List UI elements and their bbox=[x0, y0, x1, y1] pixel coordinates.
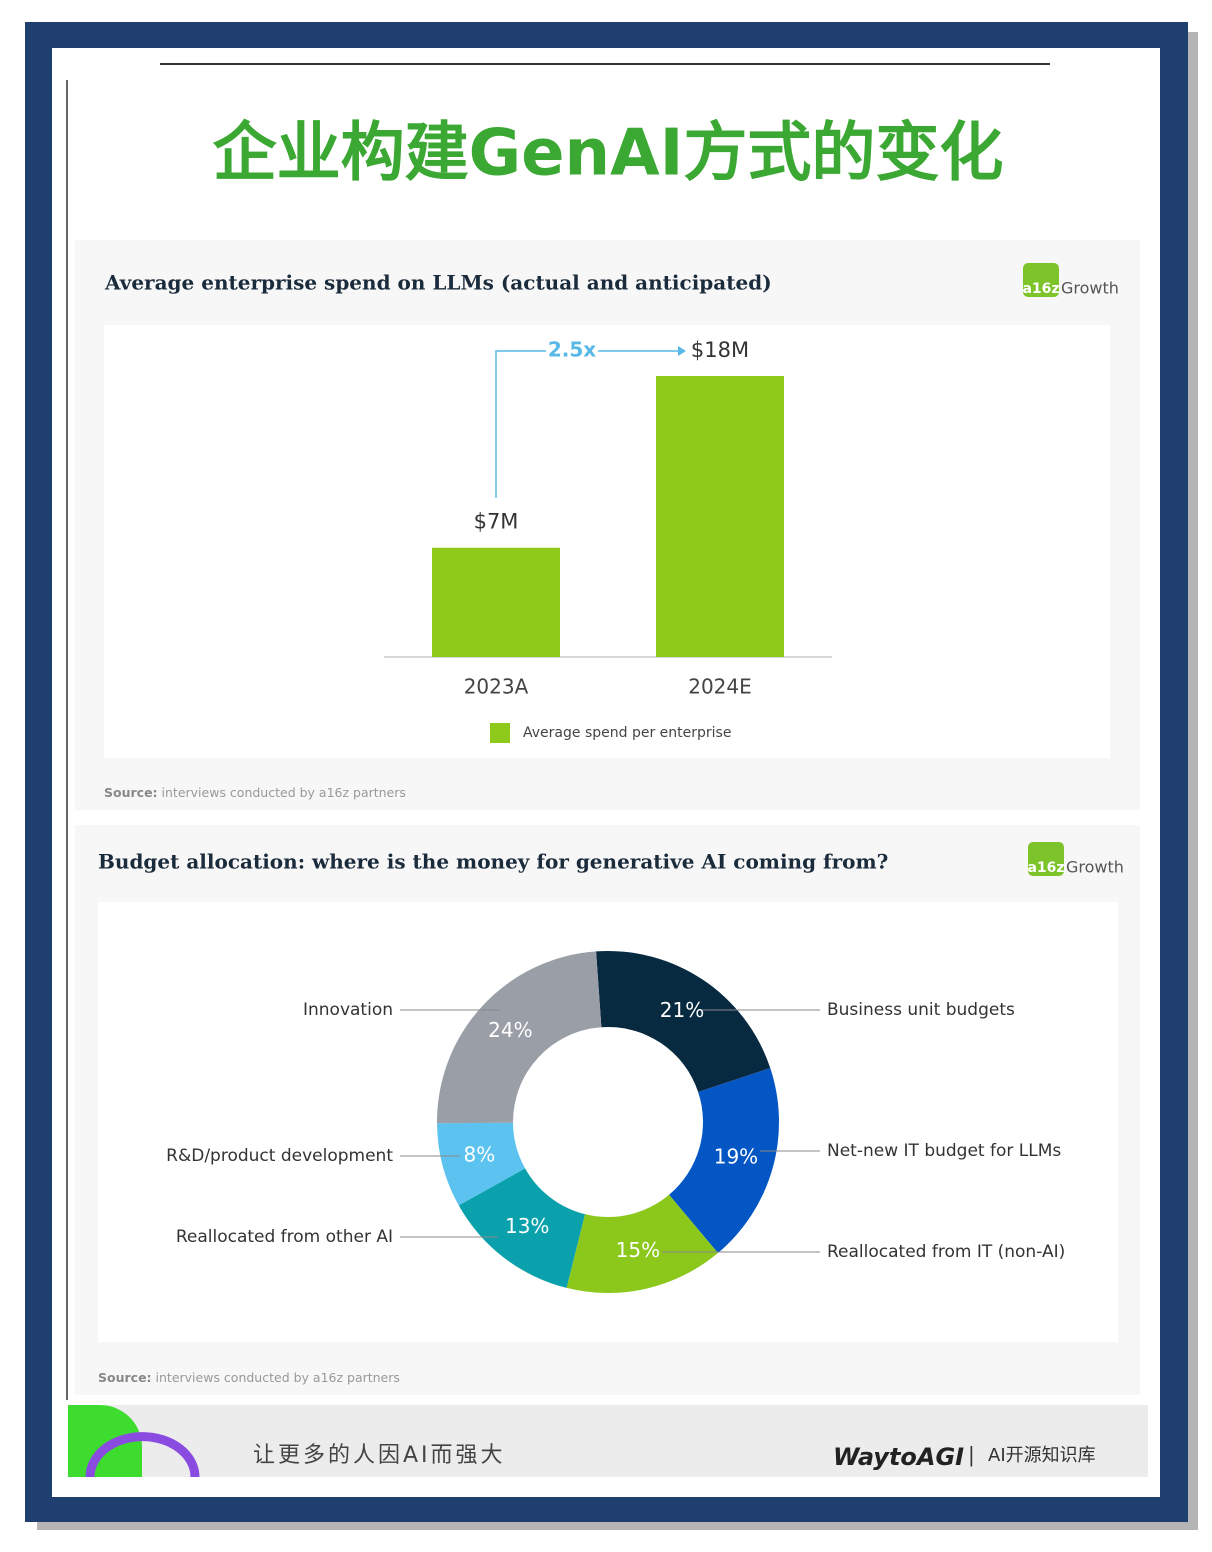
donut-slice bbox=[596, 951, 771, 1093]
logo-text: Growth bbox=[1066, 858, 1124, 877]
donut-slice bbox=[437, 1122, 526, 1206]
footer-band bbox=[68, 1405, 1148, 1477]
logo-mark: a16z bbox=[1027, 860, 1064, 876]
donut-slice bbox=[437, 951, 602, 1124]
value-label: $18M bbox=[691, 338, 749, 362]
donut-slice bbox=[458, 1168, 586, 1288]
category-label: Reallocated from IT (non-AI) bbox=[827, 1242, 1065, 1262]
value-label: 8% bbox=[464, 1142, 496, 1166]
footer-brand: WaytoAGI bbox=[833, 1443, 964, 1471]
source-text: interviews conducted by a16z partners bbox=[162, 785, 406, 800]
bar bbox=[656, 376, 784, 657]
legend-label: Average spend per enterprise bbox=[523, 725, 731, 741]
annotation-arrow bbox=[495, 350, 678, 498]
footer-decor bbox=[68, 1405, 142, 1477]
category-label: Innovation bbox=[303, 1000, 393, 1020]
value-label: 13% bbox=[505, 1214, 549, 1238]
footer-decor bbox=[85, 1432, 200, 1478]
footer-tagline: AI开源知识库 bbox=[988, 1445, 1096, 1466]
annotation: 2.5x bbox=[548, 338, 596, 362]
value-label: 15% bbox=[616, 1238, 660, 1262]
annotation-arrowhead bbox=[678, 346, 686, 356]
source-label: Source: bbox=[98, 1370, 152, 1385]
source: Source: interviews conducted by a16z par… bbox=[104, 785, 406, 800]
chart-title: Budget allocation: where is the money fo… bbox=[98, 850, 888, 874]
donut-slice bbox=[566, 1194, 718, 1294]
logo-box bbox=[1028, 842, 1064, 876]
value-label: $7M bbox=[474, 510, 519, 534]
donut-slice bbox=[669, 1068, 780, 1253]
value-label: 21% bbox=[660, 998, 704, 1022]
footer-slogan: 让更多的人因AI而强大 bbox=[253, 1443, 506, 1468]
logo-box bbox=[1023, 263, 1059, 297]
category-label: R&D/product development bbox=[166, 1146, 393, 1166]
legend-swatch bbox=[490, 723, 510, 743]
plot-box bbox=[104, 325, 1110, 758]
source-label: Source: bbox=[104, 785, 158, 800]
category-label: Reallocated from other AI bbox=[176, 1227, 393, 1247]
value-label: 19% bbox=[714, 1145, 758, 1169]
logo-text: Growth bbox=[1061, 279, 1119, 298]
source-text: interviews conducted by a16z partners bbox=[156, 1370, 400, 1385]
page-title: 企业构建GenAI方式的变化 bbox=[213, 117, 1004, 191]
chart-title: Average enterprise spend on LLMs (actual… bbox=[104, 271, 772, 295]
source: Source: interviews conducted by a16z par… bbox=[98, 1370, 400, 1385]
annotation-bg bbox=[546, 339, 598, 363]
category-label: Net-new IT budget for LLMs bbox=[827, 1141, 1061, 1161]
footer-separator: | bbox=[968, 1443, 975, 1467]
logo-mark: a16z bbox=[1022, 281, 1059, 297]
bar bbox=[432, 547, 560, 657]
x-tick-label: 2023A bbox=[464, 675, 529, 699]
value-label: 24% bbox=[488, 1018, 532, 1042]
category-label: Business unit budgets bbox=[827, 1000, 1015, 1020]
x-tick-label: 2024E bbox=[688, 675, 752, 699]
